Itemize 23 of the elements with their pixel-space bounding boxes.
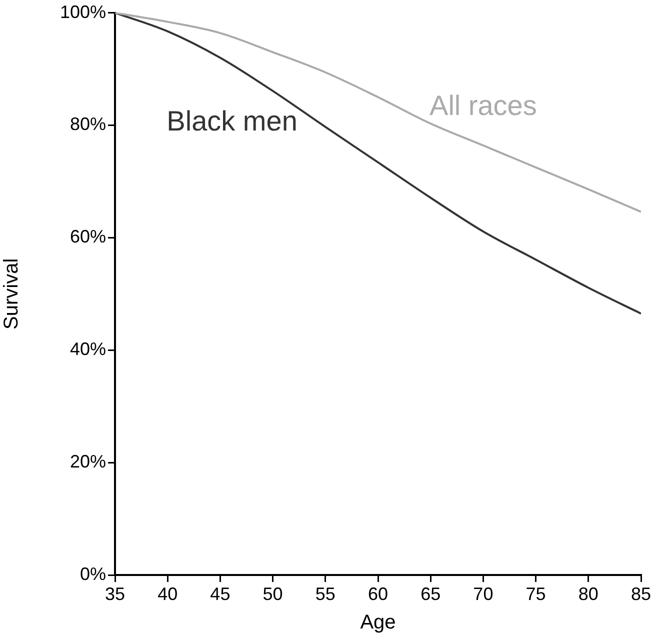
y-tick-label: 0% xyxy=(80,564,106,584)
x-tick-label: 35 xyxy=(104,584,126,604)
x-tick-label: 45 xyxy=(210,584,230,604)
x-tick-label: 85 xyxy=(630,584,652,604)
x-tick-label: 75 xyxy=(526,584,546,604)
x-tick-label: 55 xyxy=(315,584,336,604)
y-tick-label: 100% xyxy=(60,2,106,22)
line-series xyxy=(115,12,641,213)
series-label: All races xyxy=(430,90,537,122)
x-tick-label: 50 xyxy=(262,584,283,604)
x-tick-label: 60 xyxy=(368,584,388,604)
line-series xyxy=(115,12,641,315)
series-label: Black men xyxy=(166,106,298,137)
y-tick-label: 60% xyxy=(70,226,106,247)
x-tick-label: 70 xyxy=(473,584,494,604)
y-tick-label: 20% xyxy=(70,452,106,472)
x-tick-label: 65 xyxy=(420,584,441,604)
x-tick-label: 40 xyxy=(158,584,178,604)
y-tick-label: 40% xyxy=(70,339,106,360)
y-axis-title: Survival xyxy=(0,258,23,330)
y-tick-label: 80% xyxy=(70,114,106,134)
x-tick-label: 80 xyxy=(578,584,598,604)
x-axis-title: Age xyxy=(360,612,396,634)
